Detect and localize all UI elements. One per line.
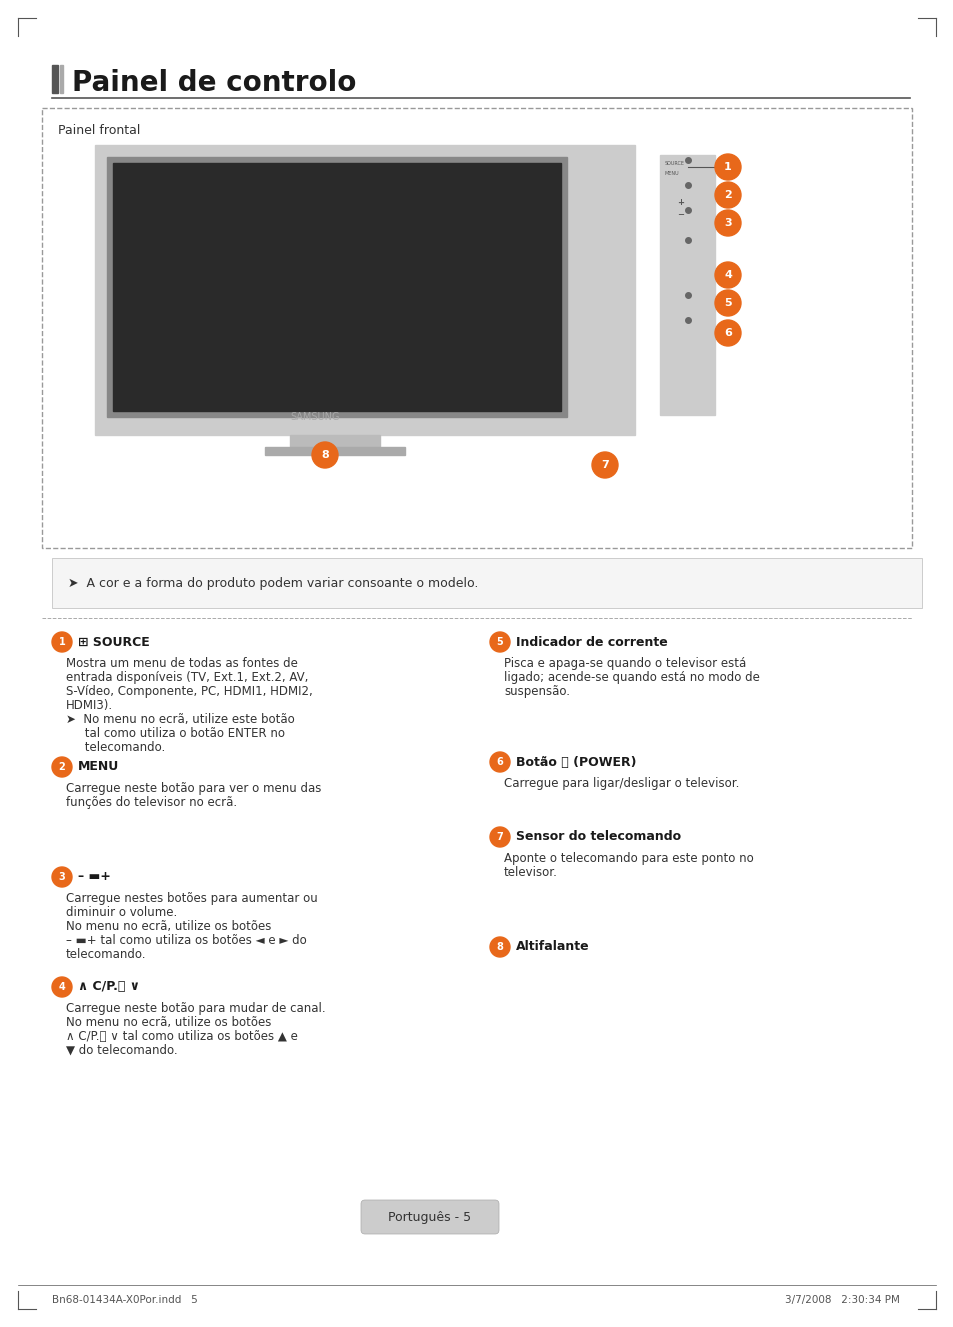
Text: Português - 5: Português - 5 <box>388 1212 471 1225</box>
Text: Carregue nestes botões para aumentar ou: Carregue nestes botões para aumentar ou <box>66 892 317 905</box>
Text: Bn68-01434A-X0Por.indd   5: Bn68-01434A-X0Por.indd 5 <box>52 1295 197 1304</box>
Text: ➤  No menu no ecrã, utilize este botão: ➤ No menu no ecrã, utilize este botão <box>66 713 294 726</box>
Text: 4: 4 <box>58 982 66 993</box>
Circle shape <box>490 752 510 772</box>
Circle shape <box>490 632 510 652</box>
Text: Carregue neste botão para ver o menu das: Carregue neste botão para ver o menu das <box>66 782 321 795</box>
Bar <box>52 557 921 608</box>
Text: SOURCE: SOURCE <box>664 161 684 166</box>
Text: – ▬+ tal como utiliza os botões ◄ e ► do: – ▬+ tal como utiliza os botões ◄ e ► do <box>66 934 307 947</box>
Text: Aponte o telecomando para este ponto no: Aponte o telecomando para este ponto no <box>503 852 753 865</box>
Text: 3: 3 <box>723 218 731 228</box>
Text: Sensor do telecomando: Sensor do telecomando <box>516 831 680 844</box>
Circle shape <box>714 291 740 316</box>
Bar <box>107 157 566 417</box>
Text: Painel frontal: Painel frontal <box>58 123 140 137</box>
Text: 3/7/2008   2:30:34 PM: 3/7/2008 2:30:34 PM <box>784 1295 899 1304</box>
Text: Altifalante: Altifalante <box>516 941 589 954</box>
Text: No menu no ecrã, utilize os botões: No menu no ecrã, utilize os botões <box>66 920 271 933</box>
Text: 5: 5 <box>723 299 731 308</box>
FancyBboxPatch shape <box>42 107 911 548</box>
Bar <box>95 145 635 435</box>
Text: HDMI3).: HDMI3). <box>66 699 113 713</box>
Bar <box>659 155 714 415</box>
Text: MENU: MENU <box>78 760 119 774</box>
Circle shape <box>714 182 740 208</box>
Text: entrada disponíveis (TV, Ext.1, Ext.2, AV,: entrada disponíveis (TV, Ext.1, Ext.2, A… <box>66 671 308 683</box>
Bar <box>52 65 58 93</box>
Text: Carregue para ligar/desligar o televisor.: Carregue para ligar/desligar o televisor… <box>503 778 739 790</box>
Bar <box>265 447 405 455</box>
Text: ▼ do telecomando.: ▼ do telecomando. <box>66 1044 177 1058</box>
Text: suspensão.: suspensão. <box>503 685 569 698</box>
Text: telecomando.: telecomando. <box>66 740 165 754</box>
Text: 7: 7 <box>497 832 503 843</box>
Text: televisor.: televisor. <box>503 867 558 878</box>
Text: Pisca e apaga-se quando o televisor está: Pisca e apaga-se quando o televisor está <box>503 657 745 670</box>
Bar <box>60 65 63 93</box>
Text: 2: 2 <box>58 762 66 772</box>
Text: 8: 8 <box>497 942 503 951</box>
Text: 6: 6 <box>497 756 503 767</box>
Text: telecomando.: telecomando. <box>66 947 147 961</box>
Text: – ▬+: – ▬+ <box>78 871 111 884</box>
Circle shape <box>714 261 740 288</box>
Text: ➤  A cor e a forma do produto podem variar consoante o modelo.: ➤ A cor e a forma do produto podem varia… <box>68 576 477 589</box>
Circle shape <box>490 827 510 847</box>
Bar <box>290 435 379 447</box>
Bar <box>112 163 560 411</box>
Text: Botão ⏻ (POWER): Botão ⏻ (POWER) <box>516 755 636 768</box>
Text: Carregue neste botão para mudar de canal.: Carregue neste botão para mudar de canal… <box>66 1002 325 1015</box>
Circle shape <box>714 154 740 180</box>
Circle shape <box>714 320 740 346</box>
Circle shape <box>592 453 618 478</box>
Text: ∧ C/P.  ∨: ∧ C/P.  ∨ <box>78 981 140 994</box>
Text: 6: 6 <box>723 328 731 338</box>
Text: No menu no ecrã, utilize os botões: No menu no ecrã, utilize os botões <box>66 1016 271 1028</box>
Text: funções do televisor no ecrã.: funções do televisor no ecrã. <box>66 796 237 809</box>
Text: +: + <box>677 198 683 207</box>
Text: Mostra um menu de todas as fontes de: Mostra um menu de todas as fontes de <box>66 657 297 670</box>
Text: 8: 8 <box>321 450 329 460</box>
Circle shape <box>312 442 337 468</box>
Text: 4: 4 <box>723 269 731 280</box>
Text: 1: 1 <box>723 162 731 173</box>
Text: 2: 2 <box>723 190 731 200</box>
Text: ∧ C/P.  ∨ tal como utiliza os botões ▲ e: ∧ C/P.  ∨ tal como utiliza os botões ▲ e <box>66 1030 297 1043</box>
Text: S-Vídeo, Componente, PC, HDMI1, HDMI2,: S-Vídeo, Componente, PC, HDMI1, HDMI2, <box>66 685 313 698</box>
Text: diminuir o volume.: diminuir o volume. <box>66 906 177 920</box>
Text: 7: 7 <box>600 460 608 470</box>
Circle shape <box>714 210 740 236</box>
Circle shape <box>52 867 71 886</box>
Text: tal como utiliza o botão ENTER no: tal como utiliza o botão ENTER no <box>66 727 285 740</box>
Circle shape <box>52 977 71 997</box>
Text: −: − <box>677 210 683 219</box>
Text: ligado; acende-se quando está no modo de: ligado; acende-se quando está no modo de <box>503 671 760 683</box>
Text: 1: 1 <box>58 637 66 648</box>
Text: ⊞ SOURCE: ⊞ SOURCE <box>78 636 150 649</box>
Circle shape <box>52 756 71 778</box>
Circle shape <box>52 632 71 652</box>
Text: Painel de controlo: Painel de controlo <box>71 69 356 97</box>
Text: 5: 5 <box>497 637 503 648</box>
Text: Indicador de corrente: Indicador de corrente <box>516 636 667 649</box>
FancyBboxPatch shape <box>360 1200 498 1234</box>
Text: MENU: MENU <box>664 171 679 176</box>
Circle shape <box>490 937 510 957</box>
Text: SAMSUNG: SAMSUNG <box>290 411 339 422</box>
Text: 3: 3 <box>58 872 66 882</box>
